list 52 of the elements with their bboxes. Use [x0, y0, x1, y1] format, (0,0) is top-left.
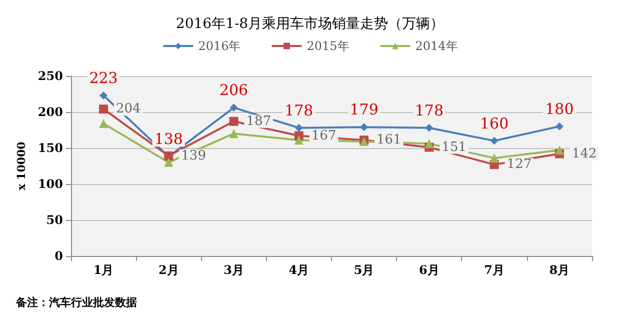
data-label: 223: [89, 68, 118, 87]
point: [229, 129, 238, 138]
point: [229, 116, 238, 126]
data-label: 178: [414, 101, 444, 120]
point: [554, 146, 564, 155]
y-tick-label: 0: [54, 249, 63, 263]
data-label: 161: [376, 132, 402, 148]
x-tick-label: 6月: [418, 263, 440, 277]
y-tick-label: 250: [38, 69, 63, 83]
y-tick-label: 150: [38, 141, 63, 155]
data-label: 204: [116, 102, 141, 117]
point: [100, 91, 108, 100]
x-tick-label: 2月: [158, 263, 179, 277]
data-label: 187: [246, 114, 272, 129]
x-tick-label: 5月: [354, 263, 374, 277]
data-label: 151: [442, 140, 466, 155]
legend-label: 2014年: [415, 39, 458, 53]
data-label: 127: [506, 157, 532, 172]
x-tick-label: 7月: [484, 263, 504, 277]
point: [99, 104, 108, 114]
chart-title: 2016年1-8月乘用车市场销量走势（万辆）: [176, 16, 444, 32]
point: [490, 136, 498, 145]
data-label: 138: [154, 130, 183, 148]
point: [294, 124, 303, 132]
point: [294, 136, 304, 145]
legend-label: 2016年: [198, 39, 241, 53]
legend-label: 2015年: [306, 39, 350, 53]
x-tick-label: 3月: [224, 263, 244, 277]
y-tick-label: 200: [38, 105, 63, 119]
data-label: 180: [545, 100, 574, 118]
point: [555, 122, 564, 130]
y-tick-label: 50: [46, 213, 63, 227]
point: [424, 139, 434, 148]
point: [490, 154, 499, 163]
data-label: 206: [219, 81, 248, 100]
data-label: 139: [181, 148, 206, 164]
text: 备注：汽车行业批发数据: [15, 296, 137, 309]
data-label: 142: [572, 146, 597, 162]
data-label: 179: [350, 100, 378, 119]
x-tick-label: 8月: [549, 263, 570, 277]
point: [99, 119, 108, 128]
point: [425, 124, 434, 132]
data-label: 160: [480, 114, 509, 132]
point: [230, 104, 238, 112]
data-label: 178: [284, 101, 314, 120]
y-axis-title: x 10000: [15, 141, 28, 190]
point: [360, 123, 368, 132]
y-tick-label: 100: [38, 177, 63, 191]
x-tick-label: 1月: [93, 263, 114, 277]
x-tick-label: 4月: [288, 263, 310, 277]
point: [164, 158, 174, 167]
data-label: 167: [311, 128, 336, 144]
